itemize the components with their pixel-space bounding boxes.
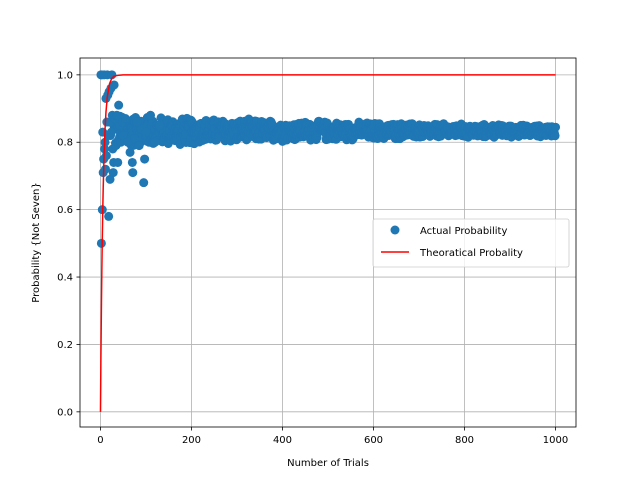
scatter-point	[140, 154, 150, 164]
scatter-point	[550, 131, 560, 141]
x-tick-label: 0	[97, 435, 103, 446]
scatter-point	[155, 120, 165, 130]
y-tick-label: 0.4	[57, 273, 73, 284]
scatter-point	[106, 127, 116, 137]
scatter-point	[551, 122, 561, 132]
legend-box	[372, 218, 570, 268]
x-tick-label: 1000	[543, 435, 568, 446]
series-theoretical-probability-line	[99, 74, 556, 412]
scatter-point	[146, 110, 156, 120]
scatter-point	[109, 80, 119, 90]
axis-ticks: 0 200 400 600 800 1000 0.0 0.2 0.4 0.6 0.8 1.0	[57, 70, 568, 446]
scatter-point	[118, 131, 128, 141]
scatter-point	[127, 157, 137, 167]
legend-marker-actual-probability	[390, 225, 400, 235]
scatter-point	[121, 114, 131, 124]
y-tick-label: 1.0	[57, 70, 73, 81]
legend-label-theoretical-probability: Theoratical Probality	[419, 248, 523, 259]
scatter-point	[104, 211, 114, 221]
plot-frame	[79, 57, 577, 428]
scatter-point	[96, 238, 106, 248]
y-tick-label: 0.2	[57, 340, 73, 351]
scatter-point	[112, 110, 122, 120]
scatter-point	[125, 147, 135, 157]
x-axis-label: Number of Trials	[287, 458, 369, 469]
x-tick-label: 800	[455, 435, 474, 446]
x-tick-label: 600	[364, 435, 383, 446]
scatter-point	[139, 178, 149, 188]
y-tick-label: 0.0	[57, 407, 73, 418]
x-tick-label: 400	[273, 435, 292, 446]
y-axis-label: Probability {Not Seven}	[31, 182, 42, 302]
scatter-point	[108, 168, 118, 178]
scatter-point	[113, 157, 123, 167]
scatter-point	[130, 134, 140, 144]
scatter-point	[114, 100, 124, 110]
scatter-point	[150, 137, 160, 147]
scatter-point	[123, 137, 133, 147]
scatter-point	[134, 141, 144, 151]
legend: Actual Probability Theoratical Probality	[372, 218, 570, 268]
legend-label-actual-probability: Actual Probability	[420, 226, 507, 237]
scatter-point	[141, 127, 151, 137]
scatter-point	[128, 168, 138, 178]
x-tick-label: 200	[182, 435, 201, 446]
scatter-point	[105, 174, 115, 184]
scatter-point	[100, 164, 110, 174]
plot-content	[96, 70, 561, 412]
y-tick-label: 0.6	[57, 205, 73, 216]
series-actual-probability	[96, 70, 561, 248]
y-tick-label: 0.8	[57, 138, 73, 149]
scatter-point	[132, 117, 142, 127]
